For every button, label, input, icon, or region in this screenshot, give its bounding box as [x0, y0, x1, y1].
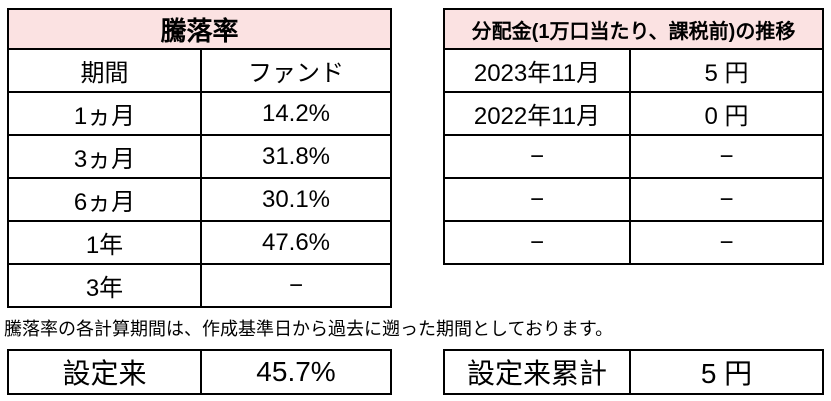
- table-row: 設定来累計 5 円: [445, 351, 822, 393]
- since-inception-value: 45.7%: [200, 351, 390, 393]
- since-inception-table: 設定来 45.7%: [7, 349, 392, 395]
- table-row: 2023年11月 5 円: [445, 48, 822, 91]
- amount-cell: −: [629, 222, 822, 263]
- calculation-period-note: 騰落率の各計算期間は、作成基準日から過去に遡った期間としております。: [4, 319, 614, 339]
- date-cell: 2022年11月: [473, 103, 601, 130]
- table-row: − −: [445, 134, 822, 177]
- amount-cell: 5 円: [629, 50, 822, 91]
- cumulative-distribution-table: 設定来累計 5 円: [443, 349, 824, 395]
- table-row: 3年 −: [9, 263, 390, 306]
- table-row: 1ヵ月 14.2%: [9, 91, 390, 134]
- distribution-table: 分配金(1万口当たり、課税前)の推移 2023年11月 5 円 2022年11月…: [443, 8, 824, 265]
- table-row: 2022年11月 0 円: [445, 91, 822, 134]
- table-row: 3ヵ月 31.8%: [9, 134, 390, 177]
- date-cell: −: [529, 228, 544, 256]
- date-cell: −: [529, 142, 544, 170]
- value-cell: −: [200, 265, 390, 306]
- amount-cell: −: [629, 179, 822, 220]
- since-inception-label: 設定来: [62, 358, 147, 389]
- table-row: 6ヵ月 30.1%: [9, 177, 390, 220]
- performance-table: 騰落率 期間 ファンド 1ヵ月 14.2% 3ヵ月 31.8% 6ヵ月 30.1…: [7, 8, 392, 308]
- amount-cell: −: [629, 136, 822, 177]
- value-cell: 47.6%: [200, 222, 390, 263]
- performance-header-row: 期間 ファンド: [9, 48, 390, 91]
- period-cell: 1ヵ月: [73, 103, 136, 130]
- table-row: − −: [445, 177, 822, 220]
- period-cell: 1年: [85, 232, 124, 259]
- value-cell: 14.2%: [200, 93, 390, 134]
- performance-table-title: 騰落率: [9, 10, 390, 48]
- fund-column-header: ファンド: [200, 50, 390, 91]
- date-cell: 2023年11月: [473, 60, 601, 87]
- period-cell: 3ヵ月: [73, 146, 136, 173]
- value-cell: 30.1%: [200, 179, 390, 220]
- cumulative-label: 設定来累計: [466, 358, 607, 389]
- table-row: 設定来 45.7%: [9, 351, 390, 393]
- period-column-header: 期間: [80, 60, 129, 87]
- period-cell: 6ヵ月: [73, 189, 136, 216]
- amount-cell: 0 円: [629, 93, 822, 134]
- date-cell: −: [529, 185, 544, 213]
- cumulative-value: 5 円: [629, 351, 822, 393]
- table-row: 1年 47.6%: [9, 220, 390, 263]
- distribution-table-title: 分配金(1万口当たり、課税前)の推移: [445, 10, 822, 48]
- table-row: − −: [445, 220, 822, 263]
- period-cell: 3年: [85, 275, 124, 302]
- value-cell: 31.8%: [200, 136, 390, 177]
